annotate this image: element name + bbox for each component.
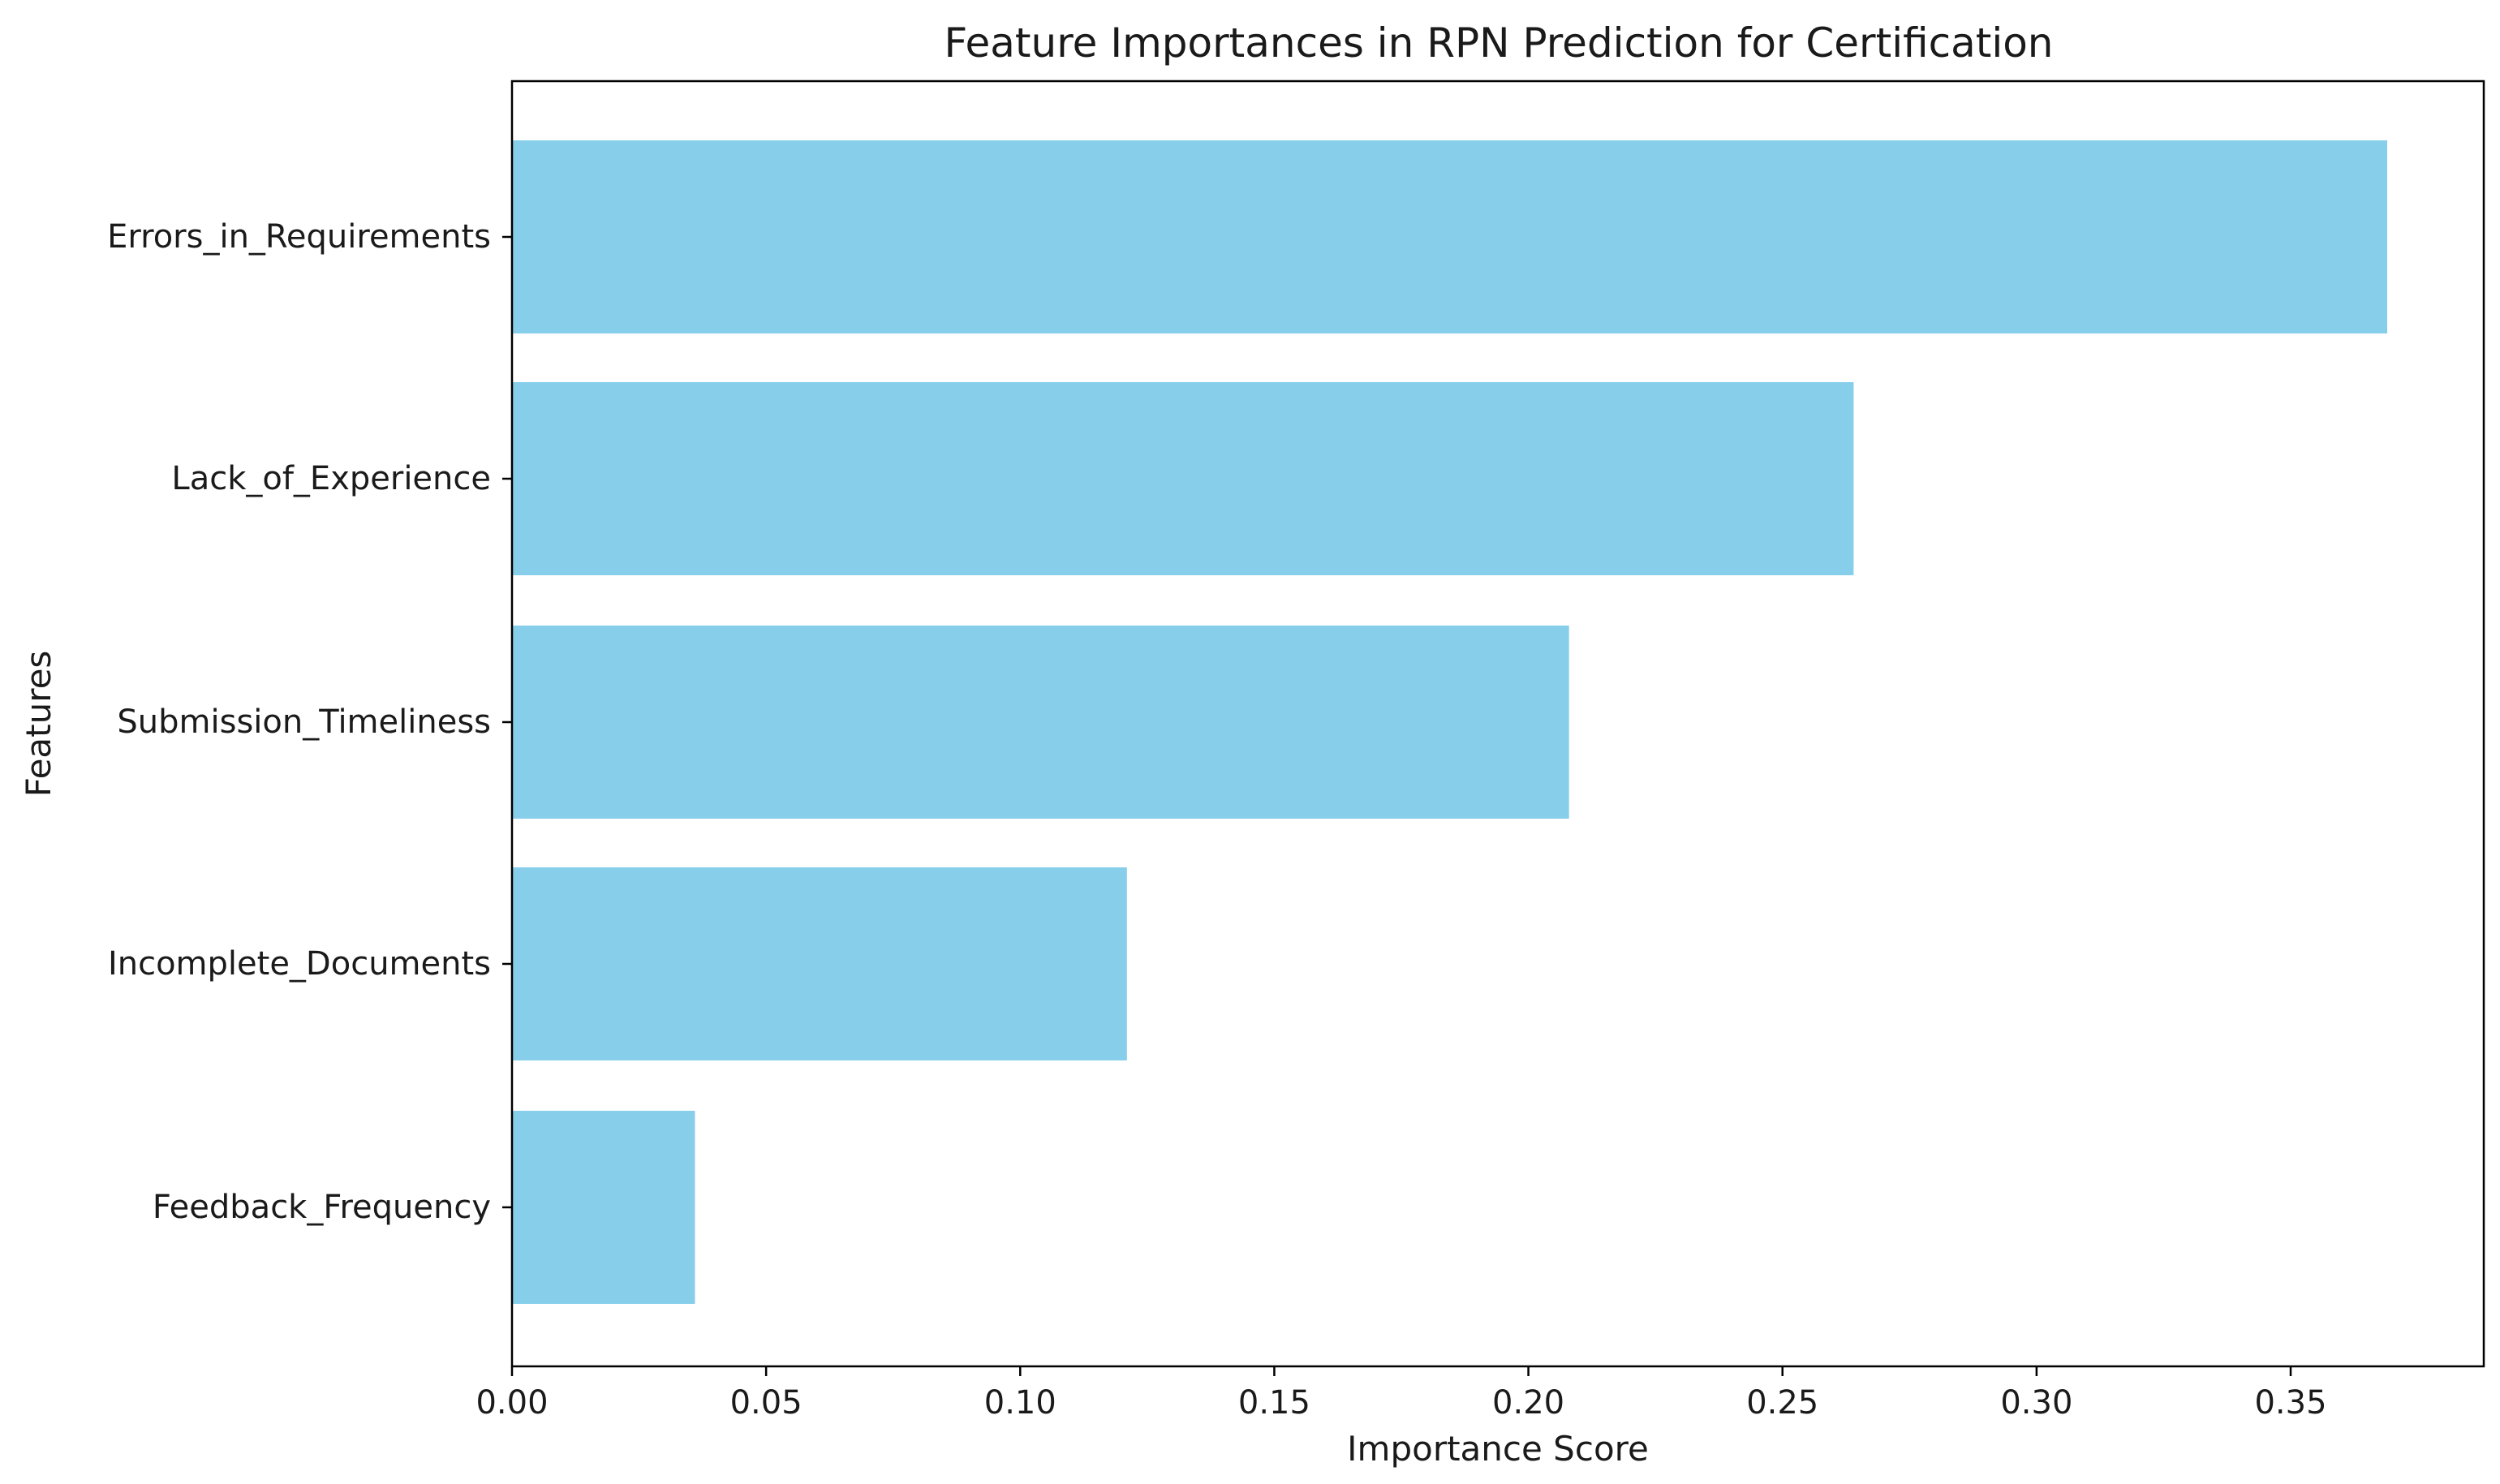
x-tick-label: 0.05: [730, 1384, 802, 1422]
bar-feedback-frequency: [512, 1111, 695, 1304]
x-ticks-group: 0.00 0.05 0.10 0.15 0.20 0.25 0.30 0.35: [475, 1366, 2327, 1422]
bar-submission-timeliness: [512, 626, 1569, 819]
x-tick-label: 0.00: [475, 1384, 548, 1422]
plot-frame: [510, 80, 2485, 1368]
y-tick-label: Incomplete_Documents: [108, 945, 491, 983]
bar-incomplete-documents: [512, 867, 1127, 1060]
y-tick-label: Submission_Timeliness: [117, 703, 491, 741]
x-tick-label: 0.35: [2254, 1384, 2326, 1422]
x-tick-label: 0.25: [1746, 1384, 1818, 1422]
chart-title: Feature Importances in RPN Prediction fo…: [944, 19, 2053, 67]
x-tick-label: 0.30: [2000, 1384, 2072, 1422]
y-axis-label: Features: [19, 651, 58, 798]
y-tick-label: Lack_of_Experience: [171, 460, 491, 497]
bars-group: [512, 140, 2388, 1304]
x-tick-label: 0.20: [1492, 1384, 1564, 1422]
bar-errors-in-requirements: [512, 140, 2388, 333]
bar-lack-of-experience: [512, 382, 1854, 575]
x-axis-label: Importance Score: [1347, 1429, 1649, 1469]
y-tick-label: Errors_in_Requirements: [107, 218, 491, 256]
y-ticks-group: Errors_in_Requirements Lack_of_Experience…: [107, 218, 512, 1226]
x-tick-label: 0.10: [984, 1384, 1056, 1422]
x-tick-label: 0.15: [1238, 1384, 1310, 1422]
y-tick-label: Feedback_Frequency: [153, 1189, 491, 1226]
